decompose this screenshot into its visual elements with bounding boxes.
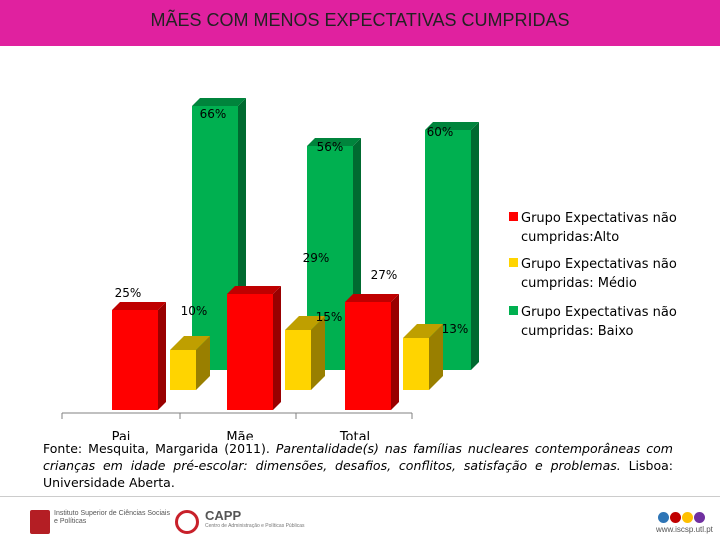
bar-top [112, 302, 166, 310]
data-label: 27% [371, 268, 398, 282]
source-citation: Fonte: Mesquita, Margarida (2011). Paren… [43, 440, 673, 491]
x-tick-label: Mãe [226, 430, 253, 440]
capp-logo-subtitle: Centro de Administração e Políticas Públ… [205, 523, 305, 529]
legend-label: cumpridas:Alto [521, 230, 619, 245]
capp-ring-icon [175, 510, 199, 534]
x-tick-label: Total [339, 430, 370, 440]
footer-divider [0, 496, 720, 497]
data-label: 60% [427, 125, 454, 139]
source-title: Parentalidade(s) nas famílias nucleares … [43, 441, 673, 473]
iscsp-logo: Instituto Superior de Ciências Sociais e… [30, 508, 170, 536]
legend-label: cumpridas: Médio [521, 276, 637, 291]
bar-side [471, 122, 479, 370]
bar-top [170, 336, 210, 350]
legend-swatch [509, 212, 518, 221]
site-url: www.iscsp.utl.pt [656, 525, 713, 534]
title-bar: MÃES COM MENOS EXPECTATIVAS CUMPRIDAS [0, 0, 720, 46]
legend-swatch [509, 258, 518, 267]
bar-top [403, 324, 443, 338]
x-tick-label: Pai [112, 430, 131, 440]
bar-top [425, 122, 479, 130]
bar-side [429, 324, 443, 390]
bar-side [273, 286, 281, 410]
bar [170, 350, 196, 390]
bar-side [311, 316, 325, 390]
bar [227, 294, 273, 410]
legend-label: cumpridas: Baixo [521, 324, 634, 339]
data-label: 66% [200, 107, 227, 121]
source-prefix: Fonte: Mesquita, Margarida (2011). [43, 441, 276, 456]
data-label: 56% [317, 140, 344, 154]
source-suffix: Lisboa: Universidade Aberta. [43, 458, 673, 490]
bar-top [285, 316, 325, 330]
bar-top [345, 294, 399, 302]
bar [112, 310, 158, 410]
site-dot-icon [694, 512, 705, 523]
data-label: 29% [303, 251, 330, 265]
site-dot-icon [682, 512, 693, 523]
legend-label: Grupo Expectativas não [521, 305, 677, 320]
iscsp-emblem-icon [30, 510, 50, 534]
iscsp-logo-text: Instituto Superior de Ciências Sociais e… [54, 510, 170, 525]
bar-top [192, 98, 246, 106]
bar-side [158, 302, 166, 410]
bar-top [227, 286, 281, 294]
site-logo: www.iscsp.utl.pt [608, 508, 714, 536]
bar [345, 302, 391, 410]
site-dot-icon [658, 512, 669, 523]
data-label: 13% [442, 322, 469, 336]
legend-swatch [509, 306, 518, 315]
legend-label: Grupo Expectativas não [521, 257, 677, 272]
bar-side [391, 294, 399, 410]
bar-top [307, 138, 361, 146]
bar-chart: 25% 29% 27% 10% 15% 13% 66% 56% 60% Pai Mãe Total Gr… [61, 98, 677, 440]
bar [285, 330, 311, 390]
capp-logo-name: CAPP [205, 508, 242, 523]
bar [403, 338, 429, 390]
data-label: 25% [115, 286, 142, 300]
capp-logo: CAPP Centro de Administração e Políticas… [175, 508, 315, 536]
data-label: 15% [316, 310, 343, 324]
data-label: 10% [181, 304, 208, 318]
site-dot-icon [670, 512, 681, 523]
page-title: MÃES COM MENOS EXPECTATIVAS CUMPRIDAS [150, 10, 570, 30]
bar-side [196, 336, 210, 390]
legend-label: Grupo Expectativas não [521, 211, 677, 226]
